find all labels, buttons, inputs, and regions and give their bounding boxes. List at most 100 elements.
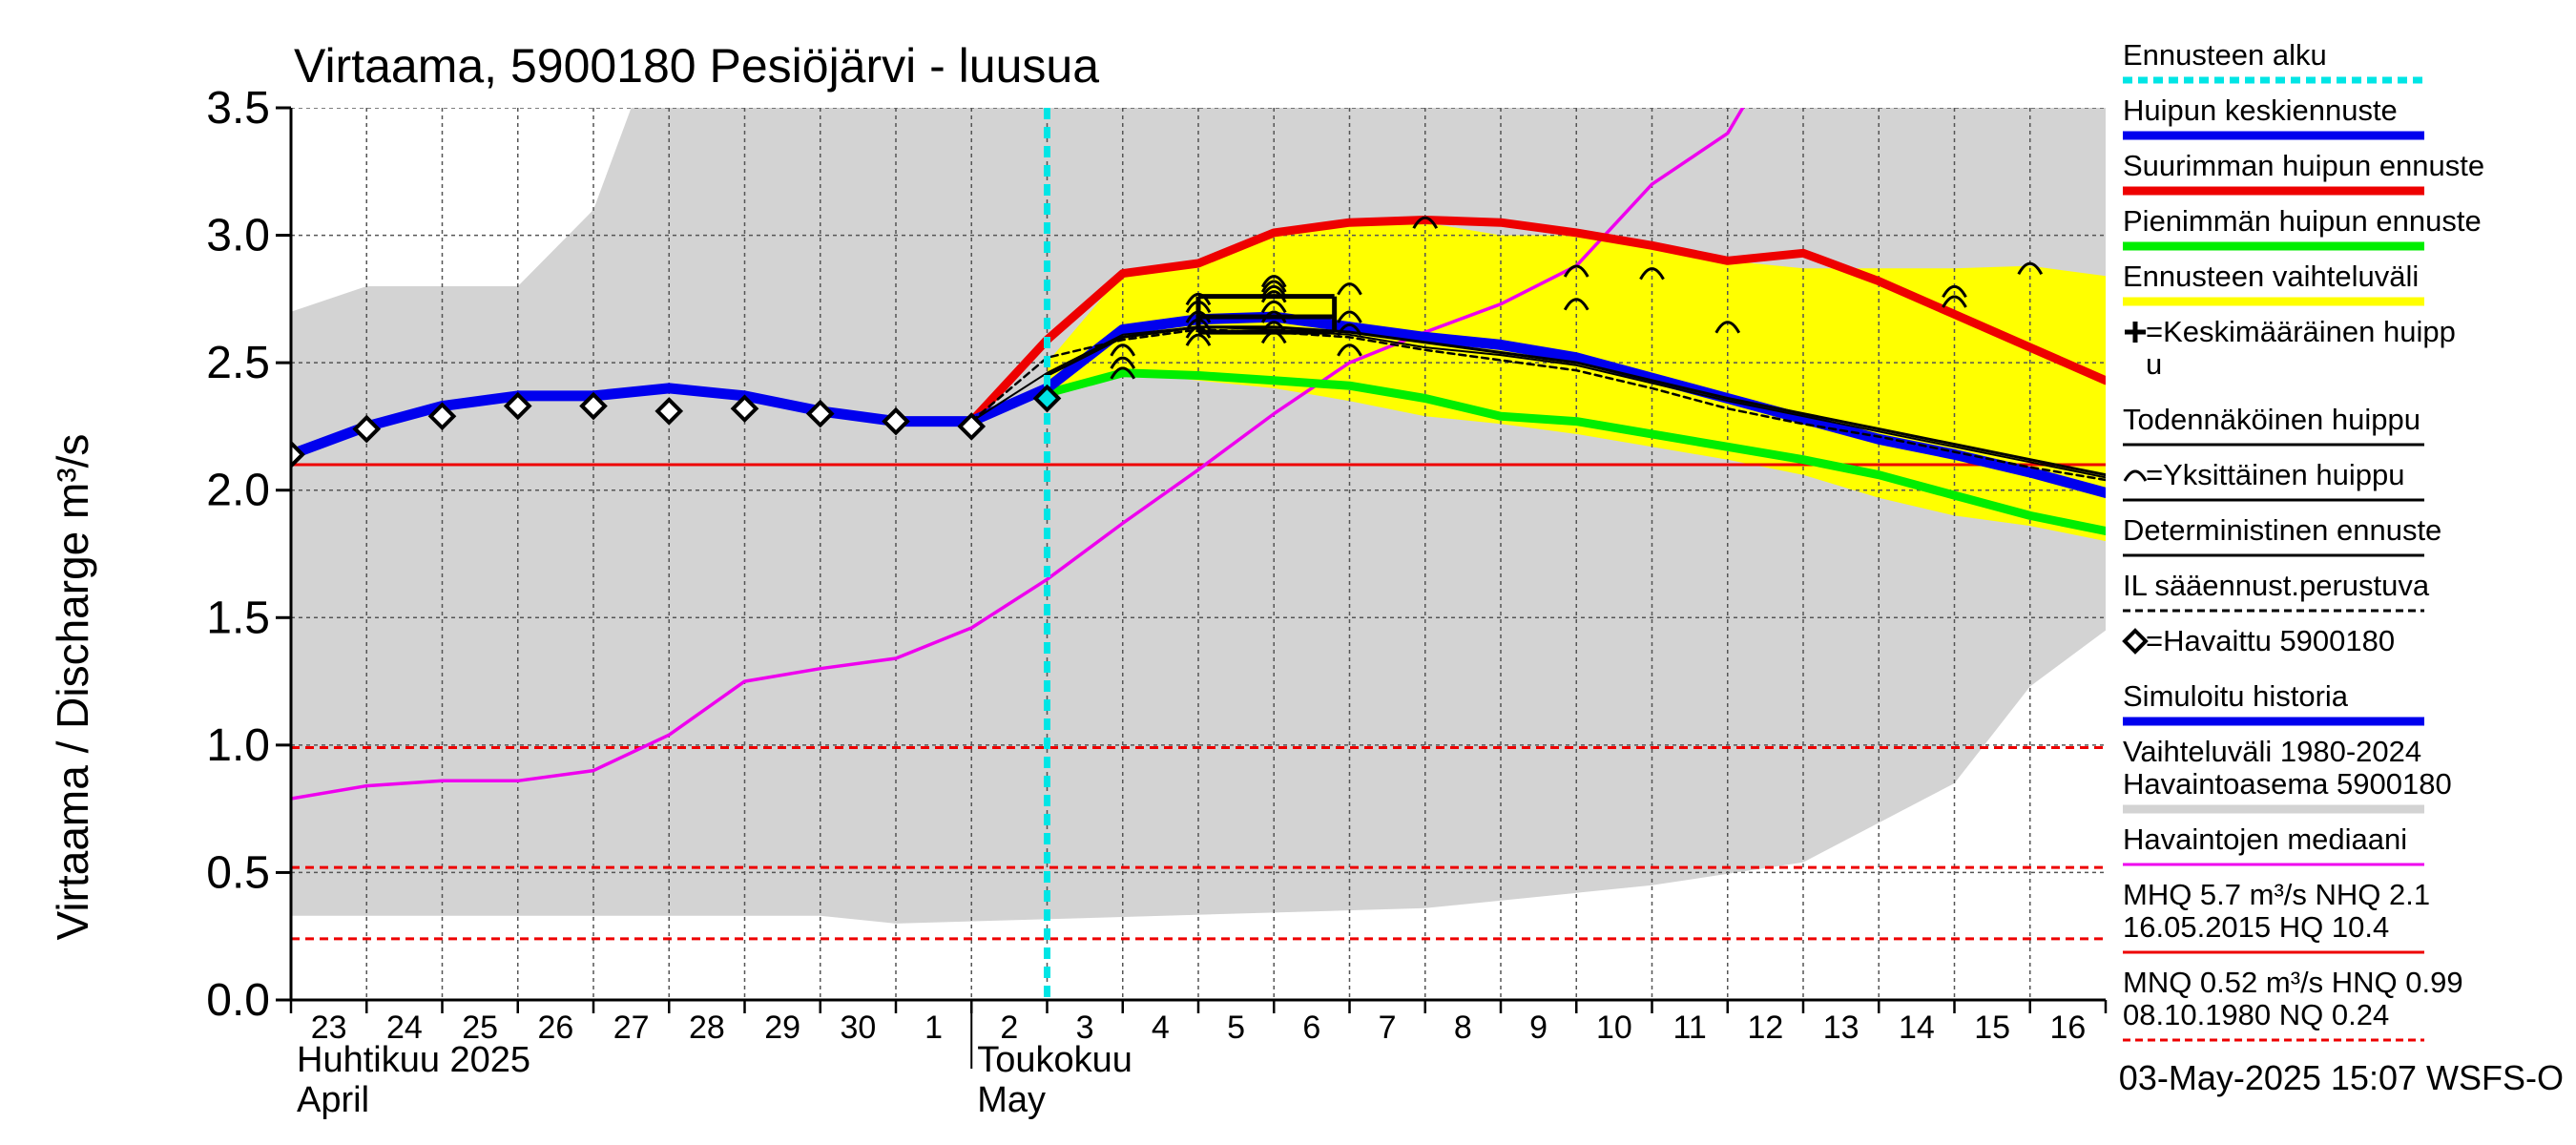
individual-peak-marker <box>1337 282 1362 296</box>
y-tick-label: 0.5 <box>206 847 270 898</box>
x-tick-label: 12 <box>1747 1010 1783 1046</box>
legend: Ennusteen alku Huipun keskiennuste Suurimm… <box>2122 38 2484 1042</box>
legend-label: Havaintojen mediaani <box>2123 822 2407 856</box>
individual-peak-marker <box>1260 284 1287 299</box>
x-tick-label: 26 <box>537 1010 573 1046</box>
legend-label: Ennusteen alku <box>2123 38 2327 72</box>
x-tick-label: 25 <box>462 1010 498 1046</box>
legend-label: Huipun keskiennuste <box>2123 94 2398 127</box>
x-tick-label: 3 <box>1076 1010 1094 1046</box>
individual-peak-marker <box>1563 298 1589 311</box>
x-tick-label: 6 <box>1302 1010 1320 1046</box>
legend-label: =Havaittu 5900180 <box>2146 624 2395 657</box>
individual-peak-marker <box>1412 216 1439 229</box>
x-tick-label: 24 <box>386 1010 423 1046</box>
forecast-range-band <box>1047 222 2106 542</box>
individual-peak-marker <box>1185 325 1212 339</box>
legend-label: MNQ 0.52 m³/s HNQ 0.99 <box>2123 966 2463 999</box>
individual-peak-marker <box>1260 310 1287 323</box>
observed-point <box>291 440 305 469</box>
legend-label: Pienimmän huipun ennuste <box>2123 204 2482 238</box>
legend-individual-peak-marker <box>2123 469 2148 482</box>
x-tick-label: 13 <box>1823 1010 1859 1046</box>
month-label-english: May <box>977 1080 1046 1120</box>
legend-label-line2: Havaintoasema 5900180 <box>2123 767 2452 801</box>
individual-peak-marker <box>1337 344 1362 357</box>
observed-point <box>654 397 684 426</box>
legend-label: Vaihteluväli 1980-2024 <box>2123 735 2421 768</box>
x-tick-label: 8 <box>1454 1010 1472 1046</box>
x-tick-label: 15 <box>1974 1010 2010 1046</box>
y-tick-label: 2.0 <box>206 466 270 516</box>
legend-label: =Yksittäinen huippu <box>2146 458 2404 491</box>
chart-title: Virtaama, 5900180 Pesiöjärvi - luusua <box>294 39 1099 93</box>
individual-peak-marker <box>1942 295 1967 308</box>
legend-label: Deterministinen ennuste <box>2123 513 2441 547</box>
legend-label: Todennäköinen huippu <box>2123 403 2420 436</box>
observed-point <box>730 394 759 424</box>
individual-peak-marker <box>1185 310 1212 323</box>
legend-label: Suurimman huipun ennuste <box>2123 149 2484 182</box>
x-tick-label: 9 <box>1529 1010 1548 1046</box>
y-tick-label: 1.0 <box>206 720 270 771</box>
individual-peak-marker <box>1714 321 1741 334</box>
individual-peak-marker <box>1260 275 1287 288</box>
x-tick-label: 29 <box>764 1010 800 1046</box>
individual-peak-marker <box>1337 310 1362 323</box>
legend-label: IL sääennust.perustuva <box>2123 569 2430 602</box>
x-tick-label: 10 <box>1596 1010 1632 1046</box>
series-suurimman-huipun-ennuste <box>966 216 2106 427</box>
legend-label-line2: u <box>2146 347 2162 381</box>
series-havaintojen-mediaani <box>291 108 1745 801</box>
individual-peak-marker <box>1260 290 1287 303</box>
x-tick-label: 11 <box>1672 1010 1706 1046</box>
x-tick-label: 16 <box>2049 1010 2086 1046</box>
individual-peak-marker <box>1563 264 1589 278</box>
month-label: Huhtikuu 2025 <box>297 1040 530 1080</box>
legend-label-line2: 08.10.1980 NQ 0.24 <box>2123 998 2389 1031</box>
footer-timestamp: 03-May-2025 15:07 WSFS-O <box>2119 1058 2564 1097</box>
x-tick-label: 27 <box>613 1010 650 1046</box>
individual-peak-marker <box>1942 284 1967 299</box>
individual-peak-marker <box>1185 318 1212 331</box>
series-pienimm-n-huipun-ennuste <box>1043 368 2106 535</box>
observed-point <box>957 412 987 441</box>
x-tick-label: 14 <box>1899 1010 1935 1046</box>
x-tick-label: 7 <box>1379 1010 1397 1046</box>
individual-peak-marker <box>1260 280 1287 293</box>
individual-peak-marker <box>1110 356 1136 369</box>
series-il-s-ennust-perustuva <box>970 328 2106 482</box>
individual-peak-marker <box>1639 267 1665 281</box>
plot-area <box>291 108 2106 1000</box>
individual-peak-marker <box>1185 300 1212 314</box>
legend-label: =Keskimääräinen huipp <box>2146 315 2456 348</box>
individual-peak-marker <box>2017 261 2044 276</box>
x-tick-label: 28 <box>689 1010 725 1046</box>
individual-peak-marker <box>1185 292 1212 306</box>
x-tick-label: 1 <box>924 1010 943 1046</box>
individual-peak-marker <box>1260 321 1287 334</box>
legend-label: Ennusteen vaihteluväli <box>2123 260 2419 293</box>
individual-peak-marker <box>1260 300 1287 314</box>
series-simuloitu-historia <box>291 383 1052 460</box>
legend-label: MHQ 5.7 m³/s NHQ 2.1 <box>2123 878 2430 911</box>
x-tick-label: 30 <box>840 1010 876 1046</box>
y-tick-label: 2.5 <box>206 338 270 388</box>
legend-label-line2: 16.05.2015 HQ 10.4 <box>2123 910 2389 944</box>
observed-point <box>579 391 608 421</box>
individual-peak-marker <box>1260 330 1287 344</box>
x-tick-label: 2 <box>1000 1010 1018 1046</box>
legend-mean-peak-marker <box>2125 322 2146 343</box>
observed-point-forecast-start <box>1032 384 1062 413</box>
observed-point <box>427 402 457 431</box>
y-tick-label: 3.5 <box>206 83 270 134</box>
series-deterministinen-ennuste <box>970 325 2106 479</box>
x-tick-label: 23 <box>311 1010 347 1046</box>
individual-peak-marker <box>1110 344 1136 357</box>
x-tick-label: 4 <box>1152 1010 1170 1046</box>
legend-label: Simuloitu historia <box>2123 679 2349 713</box>
y-tick-label: 1.5 <box>206 593 270 643</box>
y-axis-label: Virtaama / Discharge m³/s <box>48 434 97 941</box>
observed-point <box>882 406 910 436</box>
